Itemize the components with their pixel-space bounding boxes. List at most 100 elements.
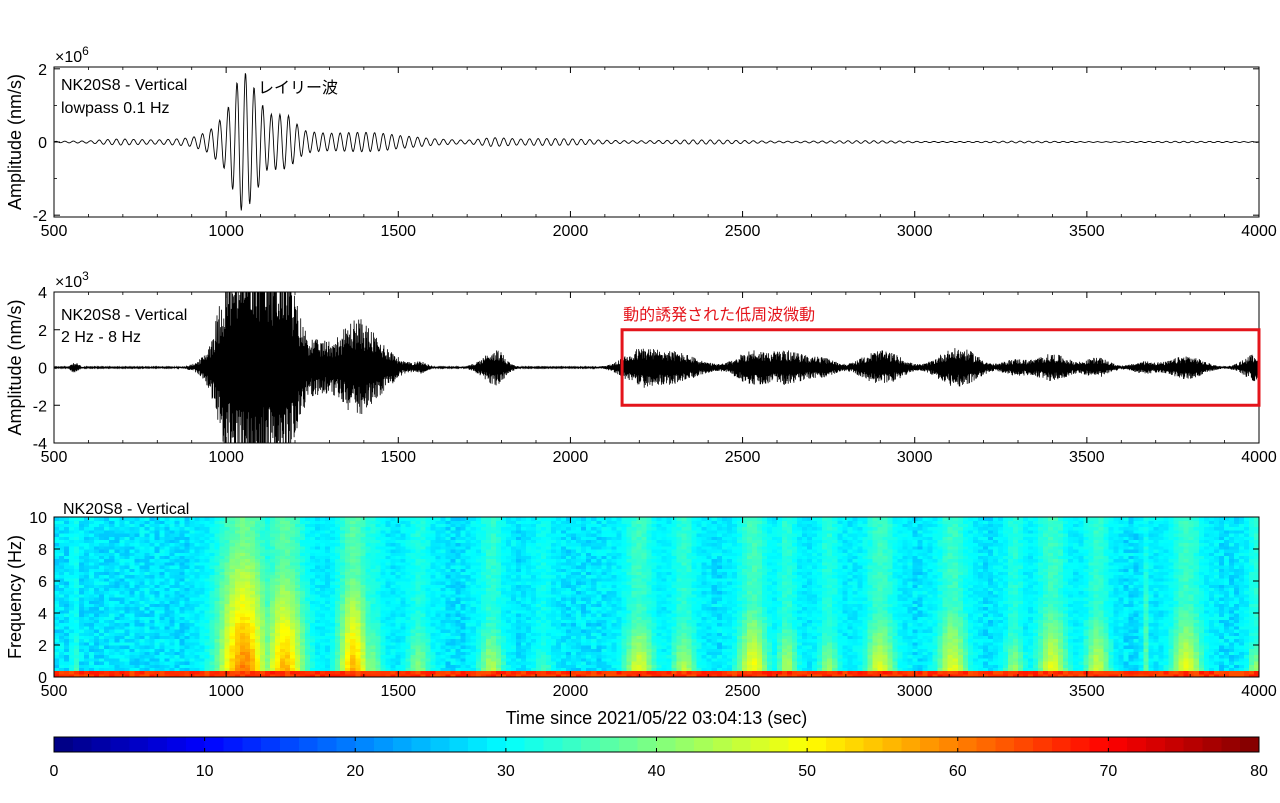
spectrogram-cell bbox=[475, 542, 482, 547]
spectrogram-cell bbox=[460, 625, 467, 630]
spectrogram-cell bbox=[124, 539, 130, 544]
spectrogram-cell bbox=[209, 568, 216, 572]
spectrogram-cell bbox=[515, 529, 522, 534]
spectrogram-cell bbox=[495, 661, 502, 665]
spectrogram-cell bbox=[350, 533, 356, 537]
spectrogram-cell bbox=[59, 622, 65, 627]
spectrogram-cell bbox=[109, 629, 115, 633]
spectrogram-cell bbox=[94, 558, 100, 563]
spectrogram-cell bbox=[420, 555, 427, 560]
spectrogram-cell bbox=[154, 520, 161, 524]
spectrogram-cell bbox=[219, 520, 226, 524]
spectrogram-cell bbox=[109, 581, 115, 585]
spectrogram-cell bbox=[485, 520, 492, 524]
spectrogram-cell bbox=[510, 657, 517, 662]
spectrogram-cell bbox=[495, 667, 502, 672]
spectrogram-cell bbox=[79, 577, 85, 582]
spectrogram-cell bbox=[174, 613, 181, 617]
spectrogram-cell bbox=[415, 625, 422, 630]
spectrogram-cell bbox=[355, 613, 361, 617]
spectrogram-cell bbox=[154, 593, 161, 598]
spectrogram-cell bbox=[219, 654, 226, 659]
spectrogram-cell bbox=[410, 590, 417, 595]
spectrogram-cell bbox=[330, 529, 336, 534]
spectrogram-cell bbox=[269, 577, 276, 582]
spectrogram-cell bbox=[264, 600, 271, 604]
spectrogram-cell bbox=[430, 561, 437, 566]
spectrogram-cell bbox=[475, 558, 482, 563]
spectrogram-cell bbox=[465, 629, 472, 633]
spectrogram-cell bbox=[259, 619, 266, 624]
spectrogram-cell bbox=[335, 597, 341, 601]
spectrogram-cell bbox=[465, 609, 472, 614]
spectrogram-cell bbox=[315, 625, 321, 630]
spectrogram-cell bbox=[315, 673, 321, 678]
spectrogram-cell bbox=[179, 661, 186, 665]
spectrogram-cell bbox=[405, 584, 412, 588]
spectrogram-cell bbox=[365, 619, 371, 624]
spectrogram-cell bbox=[139, 661, 145, 665]
spectrogram-cell bbox=[385, 664, 391, 668]
spectrogram-cell bbox=[480, 632, 487, 636]
spectrogram-cell bbox=[244, 552, 251, 556]
spectrogram-cell bbox=[365, 542, 371, 547]
spectrogram-cell bbox=[495, 536, 502, 540]
spectrogram-cell bbox=[149, 609, 156, 614]
spectrogram-cell bbox=[124, 542, 130, 547]
spectrogram-cell bbox=[495, 571, 502, 576]
spectrogram-cell bbox=[350, 545, 356, 550]
spectrogram-cell bbox=[164, 517, 171, 521]
spectrogram-cell bbox=[395, 641, 402, 646]
spectrogram-cell bbox=[214, 539, 221, 544]
spectrogram-cell bbox=[84, 593, 90, 598]
spectrogram-cell bbox=[385, 517, 391, 521]
spectrogram-cell bbox=[84, 526, 90, 531]
spectrogram-cell bbox=[320, 616, 326, 620]
spectrogram-cell bbox=[300, 673, 306, 678]
spectrogram-cell bbox=[320, 593, 326, 598]
spectrogram-cell bbox=[249, 638, 256, 643]
spectrogram-cell bbox=[320, 622, 326, 627]
spectrogram-cell bbox=[164, 645, 171, 649]
spectrogram-cell bbox=[525, 555, 532, 560]
spectrogram-cell bbox=[159, 536, 166, 540]
spectrogram-cell bbox=[355, 574, 361, 579]
spectrogram-cell bbox=[440, 632, 447, 636]
spectrogram-cell bbox=[430, 635, 437, 640]
spectrogram-cell bbox=[410, 657, 417, 662]
spectrogram-cell bbox=[295, 577, 301, 582]
spectrogram-cell bbox=[254, 587, 261, 592]
spectrogram-cell bbox=[520, 622, 527, 627]
spectrogram-cell bbox=[224, 609, 231, 614]
spectrogram-cell bbox=[355, 529, 361, 534]
spectrogram-cell bbox=[520, 635, 527, 640]
spectrogram-cell bbox=[274, 600, 281, 604]
spectrogram-cell bbox=[350, 632, 356, 636]
spectrogram-cell bbox=[350, 549, 356, 553]
spectrogram-cell bbox=[380, 593, 386, 598]
spectrogram-cell bbox=[224, 673, 231, 678]
spectrogram-cell bbox=[455, 523, 462, 528]
spectrogram-cell bbox=[104, 619, 110, 624]
spectrogram-cell bbox=[174, 517, 181, 521]
spectrogram-cell bbox=[460, 648, 467, 652]
spectrogram-cell bbox=[244, 622, 251, 627]
spectrogram-cell bbox=[124, 635, 130, 640]
spectrogram-cell bbox=[124, 664, 130, 668]
spectrogram-cell bbox=[149, 571, 156, 576]
spectrogram-cell bbox=[254, 648, 261, 652]
spectrogram-cell bbox=[54, 635, 60, 640]
spectrogram-cell bbox=[530, 632, 537, 636]
spectrogram-cell bbox=[435, 542, 442, 547]
spectrogram-cell bbox=[84, 661, 90, 665]
spectrogram-cell bbox=[229, 593, 236, 598]
spectrogram-cell bbox=[274, 533, 281, 537]
spectrogram-cell bbox=[84, 667, 90, 672]
spectrogram-cell bbox=[455, 622, 462, 627]
spectrogram-cell bbox=[164, 641, 171, 646]
spectrogram-cell bbox=[134, 661, 140, 665]
spectrogram-cell bbox=[119, 629, 125, 633]
spectrogram-cell bbox=[234, 606, 241, 611]
spectrogram-cell bbox=[249, 584, 256, 588]
spectrogram-cell bbox=[109, 593, 115, 598]
